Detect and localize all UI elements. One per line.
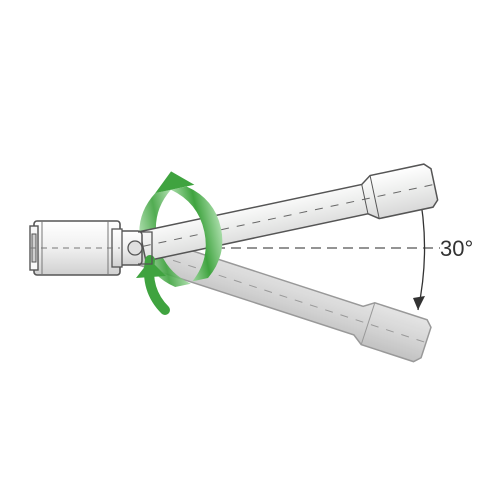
angle-label: 30° [440,236,473,262]
tool-diagram [0,0,500,500]
socket-body [30,221,122,275]
